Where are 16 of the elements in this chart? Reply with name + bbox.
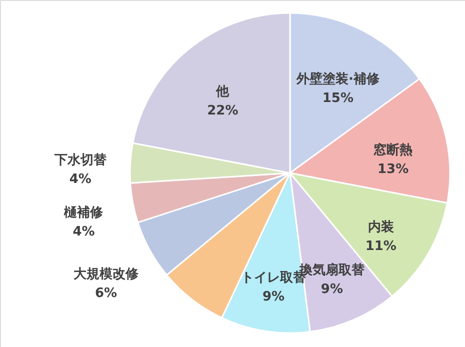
data-label: 11% xyxy=(365,238,396,254)
slice-label: 内装 xyxy=(368,220,394,235)
data-label: 22% xyxy=(207,104,238,119)
slice-label: 大規模改修 xyxy=(73,267,140,282)
slice-label: 樋補修 xyxy=(63,204,104,220)
data-label: 13% xyxy=(377,162,409,177)
data-label: 15% xyxy=(322,90,354,106)
data-label: 9% xyxy=(262,289,285,304)
data-label: 6% xyxy=(94,286,118,302)
data-label: 4% xyxy=(69,172,92,187)
slice-label: 下水切替 xyxy=(53,152,108,168)
data-label: 4% xyxy=(72,224,95,240)
slice-label: 窓断熱 xyxy=(374,142,413,158)
data-label: 9% xyxy=(320,282,343,297)
slice-label: 他 xyxy=(215,84,230,100)
slice-label: 外壁塗装·補修 xyxy=(295,70,380,87)
